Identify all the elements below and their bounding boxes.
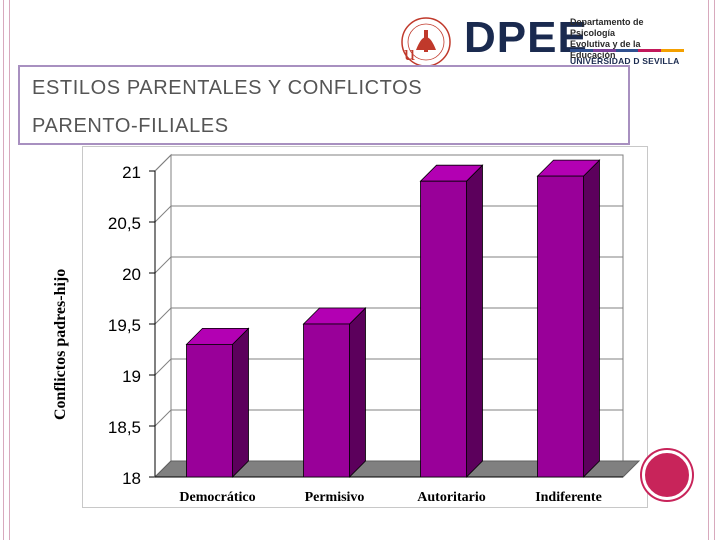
bar-Autoritario — [420, 180, 467, 478]
logo-stripe — [592, 49, 616, 52]
frame-line-right-inner — [708, 0, 709, 540]
y-axis-label: Conflictos padres-hijo — [52, 268, 69, 420]
frame-line-right — [714, 0, 715, 540]
bar-Indiferente — [537, 175, 584, 478]
frame-line-left — [3, 0, 4, 540]
slide-title-box: ESTILOS PARENTALES Y CONFLICTOS PARENTO-… — [18, 65, 630, 145]
bar-side-Autoritario — [466, 164, 483, 478]
logo-color-stripes — [570, 49, 684, 52]
gridline-diagonal — [154, 409, 172, 427]
x-tick-label: Permisivo — [305, 490, 365, 505]
slide-title-line2: PARENTO-FILIALES — [32, 115, 229, 137]
logo-dept-line2: Evolutiva y de la Educación — [570, 39, 641, 60]
y-tick-label: 19,5 — [108, 316, 141, 335]
gridline-diagonal — [154, 256, 172, 274]
bar-side-Permisivo — [349, 307, 366, 478]
logo-university: UNIVERSIDAD D SEVILLA — [570, 56, 680, 66]
y-tick-label: 18 — [122, 469, 141, 488]
y-tick-label: 20 — [122, 265, 141, 284]
logo-brand: DPEE — [464, 13, 588, 62]
gridline-diagonal — [154, 358, 172, 376]
bar-chart: 18 18,5 19 19,5 20 20,5 21 Democrático Permisivo… — [108, 153, 641, 505]
gridline-diagonal — [154, 154, 172, 172]
logo-department: Departamento de Psicología Evolutiva y d… — [570, 17, 688, 61]
chart-container: 18 18,5 19 19,5 20 20,5 21 Democrático Permisivo… — [82, 146, 648, 508]
dpee-logo: u DPEE Departamento de Psicología Evolut… — [392, 14, 688, 70]
university-seal-icon: u — [401, 17, 451, 67]
seal-letter: u — [404, 40, 415, 65]
bar-Permisivo — [303, 323, 350, 478]
y-tick-label: 18,5 — [108, 418, 141, 437]
gridline-diagonal — [154, 307, 172, 325]
logo-stripe — [615, 49, 639, 52]
bar-side-Indiferente — [583, 159, 600, 478]
slide-title-line1: ESTILOS PARENTALES Y CONFLICTOS — [32, 77, 423, 99]
y-tick-label: 20,5 — [108, 214, 141, 233]
x-tick-label: Indiferente — [535, 490, 602, 505]
y-tick-label: 19 — [122, 367, 141, 386]
bar-Democrático — [186, 343, 233, 478]
x-tick-label: Autoritario — [417, 490, 485, 505]
x-tick-label: Democrático — [179, 490, 255, 505]
gridline-diagonal — [154, 205, 172, 223]
frame-line-left-inner — [9, 0, 10, 540]
bar-side-Democrático — [232, 327, 249, 478]
logo-dept-line1: Departamento de Psicología — [570, 17, 644, 38]
y-tick-label: 21 — [122, 163, 141, 182]
logo-stripe — [638, 49, 662, 52]
logo-stripe — [661, 49, 684, 52]
logo-stripe — [570, 49, 593, 52]
decorative-circle — [642, 450, 692, 500]
